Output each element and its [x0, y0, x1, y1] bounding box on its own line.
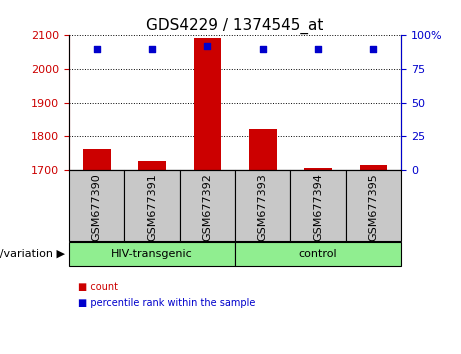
FancyBboxPatch shape [290, 170, 346, 241]
FancyBboxPatch shape [235, 242, 401, 266]
Bar [194, 38, 221, 170]
FancyBboxPatch shape [124, 170, 180, 241]
Bar [249, 129, 277, 170]
FancyBboxPatch shape [346, 170, 401, 241]
Title: GDS4229 / 1374545_at: GDS4229 / 1374545_at [147, 18, 324, 34]
Text: GSM677390: GSM677390 [92, 173, 102, 241]
Bar [304, 168, 332, 170]
Point [259, 46, 266, 52]
Text: genotype/variation ▶: genotype/variation ▶ [0, 249, 65, 259]
Text: ■ percentile rank within the sample: ■ percentile rank within the sample [78, 298, 256, 308]
FancyBboxPatch shape [69, 242, 235, 266]
Text: GSM677394: GSM677394 [313, 173, 323, 241]
Text: HIV-transgenic: HIV-transgenic [111, 249, 193, 259]
Text: ■ count: ■ count [78, 282, 118, 292]
Point [93, 46, 100, 52]
FancyBboxPatch shape [69, 170, 124, 241]
Text: GSM677395: GSM677395 [368, 173, 378, 241]
Text: GSM677391: GSM677391 [147, 173, 157, 241]
Point [370, 46, 377, 52]
Point [204, 43, 211, 49]
Text: GSM677393: GSM677393 [258, 173, 268, 241]
Point [148, 46, 156, 52]
Bar [138, 161, 166, 170]
Text: control: control [299, 249, 337, 259]
FancyBboxPatch shape [235, 170, 290, 241]
Bar [83, 149, 111, 170]
FancyBboxPatch shape [180, 170, 235, 241]
Bar [360, 165, 387, 170]
Text: GSM677392: GSM677392 [202, 173, 213, 241]
Point [314, 46, 322, 52]
